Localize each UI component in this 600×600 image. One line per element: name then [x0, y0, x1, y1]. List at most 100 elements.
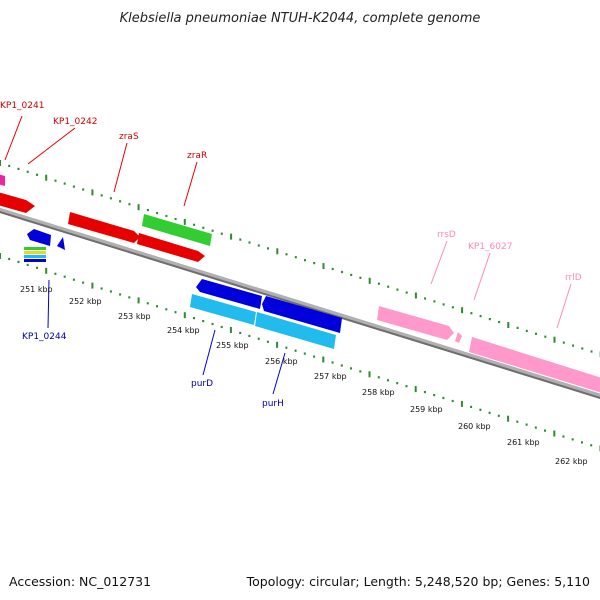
minor-tick-dot: [100, 287, 103, 290]
minor-tick-dot: [202, 320, 205, 323]
axis-tick-label: 256 kbp: [265, 357, 298, 366]
minor-tick-dot: [433, 394, 436, 397]
minor-tick-dot: [248, 334, 251, 337]
minor-tick-dot: [331, 267, 334, 271]
minor-tick-dot: [109, 197, 112, 200]
axis-tick-label: 261 kbp: [507, 438, 540, 447]
minor-tick-dot: [377, 282, 380, 285]
minor-tick-dot: [350, 273, 353, 276]
minor-tick-dot: [497, 414, 500, 417]
minor-tick-dot: [359, 370, 362, 373]
minor-tick-dot: [571, 438, 574, 441]
gene-arrow-zrar[interactable]: [142, 214, 212, 246]
minor-tick-dot: [174, 311, 177, 314]
minor-tick-dot: [535, 332, 537, 335]
axis-tick-label: 255 kbp: [216, 341, 249, 350]
minor-tick-dot: [211, 322, 214, 326]
axis-tick-label: 260 kbp: [458, 422, 491, 431]
minor-tick-dot: [350, 367, 352, 370]
gene-label-zrar: zraR: [187, 151, 207, 161]
gene-labels: KP1_0241 KP1_0242 zraS zraR rrsD KP1_602…: [0, 101, 582, 409]
minor-tick-dot: [387, 379, 389, 382]
major-tick-mark: [137, 297, 140, 304]
minor-tick-dot: [82, 188, 85, 191]
minor-tick-dot: [119, 200, 122, 203]
minor-tick-dot: [405, 385, 408, 388]
minor-tick-dot: [193, 317, 195, 320]
minor-tick-dot: [211, 229, 214, 232]
gene-arrow-rrld[interactable]: [469, 337, 600, 393]
minor-tick-dot: [562, 341, 565, 344]
minor-tick-dot: [304, 259, 306, 262]
minor-tick-dot: [26, 263, 29, 266]
minor-tick-dot: [451, 399, 454, 403]
minor-tick-dot: [26, 170, 29, 173]
minor-tick-dot: [331, 361, 334, 364]
major-tick-mark: [414, 386, 417, 393]
minor-tick-dot: [377, 376, 380, 379]
gene-bar-purh[interactable]: [255, 312, 336, 349]
minor-tick-dot: [498, 320, 501, 324]
minor-tick-dot: [285, 253, 288, 256]
major-tick-mark: [0, 160, 1, 166]
minor-tick-dot: [82, 281, 85, 284]
map-title: Klebsiella pneumoniae NTUH-K2044, comple…: [120, 11, 481, 26]
gene-small-blue-triangle: [57, 237, 65, 250]
gene-bar-purd[interactable]: [190, 294, 256, 325]
gene-arrow-rrsd[interactable]: [377, 306, 454, 340]
inner-dotted-track: [0, 253, 600, 452]
gene-arrow-purd-blue[interactable]: [196, 279, 262, 309]
gene-arrow-purh-blue[interactable]: [262, 296, 342, 333]
minor-tick-dot: [257, 337, 260, 340]
minor-tick-dot: [590, 444, 593, 447]
minor-tick-dot: [266, 340, 269, 343]
minor-tick-dot: [516, 326, 519, 329]
gene-label-kp1-0241: KP1_0241: [0, 101, 44, 111]
minor-tick-dot: [424, 297, 427, 300]
minor-tick-dot: [239, 238, 242, 241]
minor-tick-dot: [220, 232, 223, 235]
major-tick-mark: [137, 204, 140, 211]
major-tick-mark: [460, 400, 463, 407]
gene-arrow-zras[interactable]: [68, 212, 140, 243]
genome-backbone: [0, 207, 600, 399]
gene-label-kp1-0244: KP1_0244: [22, 332, 67, 342]
gene-arrow-red-lower[interactable]: [137, 233, 205, 262]
gene-features: [0, 174, 600, 393]
minor-tick-dot: [72, 278, 75, 281]
minor-tick-dot: [257, 244, 260, 247]
minor-tick-dot: [146, 302, 149, 305]
gene-label-purd: purD: [191, 379, 213, 389]
gene-label-purh: purH: [262, 399, 284, 409]
minor-tick-dot: [109, 290, 112, 293]
minor-tick-dot: [544, 429, 546, 432]
minor-tick-dot: [128, 203, 131, 206]
gene-arrow-kp1-6027[interactable]: [455, 332, 462, 343]
minor-tick-dot: [405, 291, 408, 294]
gene-arrow-kp1-0241[interactable]: [0, 174, 5, 186]
gene-arrow-kp1-0244-blue[interactable]: [27, 229, 51, 246]
minor-tick-dot: [396, 382, 399, 385]
outer-dotted-track: [0, 160, 600, 358]
major-tick-mark: [414, 292, 417, 299]
minor-tick-dot: [54, 179, 57, 182]
gene-label-zras: zraS: [119, 132, 139, 142]
minor-tick-dot: [590, 350, 593, 353]
minor-tick-dot: [294, 256, 297, 259]
major-tick-mark: [183, 312, 186, 319]
minor-tick-dot: [396, 288, 399, 291]
axis-tick-label: 251 kbp: [20, 285, 53, 294]
minor-tick-dot: [433, 300, 436, 303]
minor-tick-dot: [470, 405, 473, 408]
minor-tick-dot: [165, 308, 168, 311]
major-tick-mark: [276, 248, 279, 255]
gene-arrow-kp1-0242[interactable]: [0, 192, 35, 213]
minor-tick-dot: [479, 315, 482, 318]
major-tick-mark: [45, 267, 48, 274]
axis-tick-labels: 251 kbp 252 kbp 253 kbp 254 kbp 255 kbp …: [20, 285, 588, 466]
minor-tick-dot: [8, 257, 11, 261]
major-tick-mark: [322, 263, 325, 270]
major-tick-mark: [91, 189, 94, 196]
gene-label-rrld: rrlD: [565, 273, 582, 283]
minor-tick-dot: [442, 396, 445, 400]
